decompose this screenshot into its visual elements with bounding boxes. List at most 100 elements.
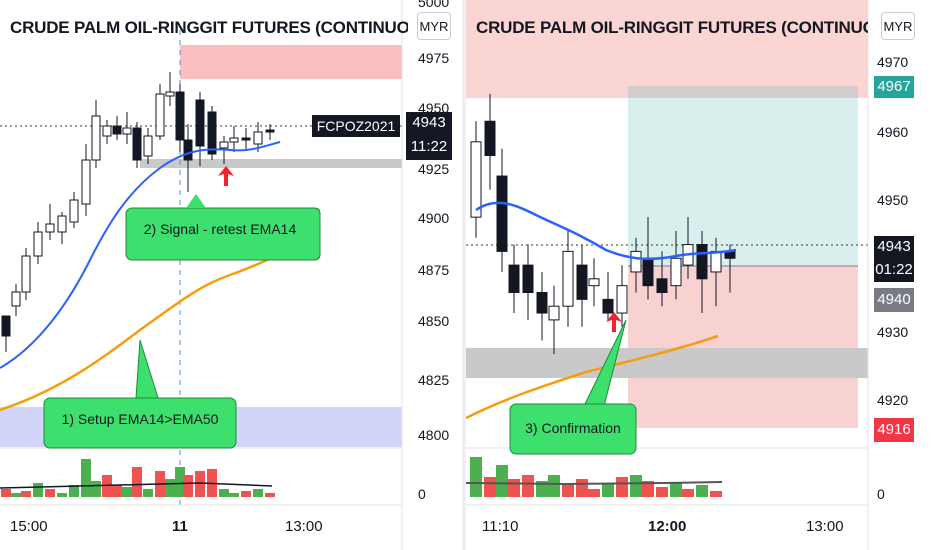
signal-callout-text: 2) Signal - retest EMA14 — [143, 221, 297, 237]
right-volume-bar — [602, 483, 614, 497]
left-volume-bar — [91, 481, 101, 497]
left-candle-body — [33, 231, 43, 257]
left-volume-bar — [175, 467, 185, 497]
right-candle-body — [522, 264, 534, 294]
right-volume-bar — [696, 485, 708, 497]
left-candle-body — [155, 93, 165, 137]
right-y-label-4960: 4960 — [877, 124, 909, 140]
right-x-label-1300: 13:00 — [806, 518, 844, 535]
left-y-label-4850: 4850 — [418, 313, 450, 329]
right-candle-body — [470, 141, 482, 218]
right-y-label-4930: 4930 — [877, 324, 909, 340]
left-candle-body — [69, 199, 79, 223]
support-zone — [140, 159, 402, 168]
right-volume-bar — [656, 487, 668, 497]
left-volume-bar — [21, 491, 31, 497]
right-volume-bar — [548, 475, 560, 497]
right-volume-bar — [670, 483, 682, 497]
confirmation-callout-text: 3) Confirmation — [525, 420, 621, 436]
left-chart-title: CRUDE PALM OIL-RINGGIT FUTURES (CONTINUO… — [10, 18, 408, 37]
left-y-label-4800: 4800 — [418, 427, 450, 443]
left-candle-body — [21, 255, 31, 293]
left-volume-bar — [57, 493, 67, 497]
right-candle-body — [576, 264, 588, 300]
left-chart-panel[interactable]: CRUDE PALM OIL-RINGGIT FUTURES (CONTINUO… — [0, 0, 462, 550]
right-candle-body — [484, 120, 496, 156]
right-volume-bar — [682, 489, 694, 497]
left-volume-bar — [265, 493, 275, 497]
left-candle-body — [175, 91, 185, 141]
right-resistance-zone — [466, 0, 868, 98]
right-volume-ma — [466, 481, 723, 486]
right-x-label-1200: 12:00 — [648, 518, 687, 535]
left-chart-canvas[interactable] — [0, 0, 462, 550]
left-candle-body — [241, 137, 251, 141]
symbol-tag: FCPOZ2021 — [312, 115, 400, 137]
right-candle-body — [508, 264, 520, 294]
left-volume-bar — [69, 485, 79, 497]
left-y-label-4900: 4900 — [418, 210, 450, 226]
left-x-label-11: 11 — [172, 518, 188, 535]
left-volume-bar — [122, 487, 132, 497]
right-y-label-4920: 4920 — [877, 392, 909, 408]
left-volume-bar — [195, 471, 205, 497]
left-volume-bar — [229, 493, 239, 497]
right-volume-bar — [710, 491, 722, 497]
left-candle-body — [183, 139, 193, 161]
right-volume-zero-label: 0 — [877, 486, 885, 502]
right-volume-bar — [536, 481, 548, 497]
left-candle-body — [81, 159, 91, 205]
left-y-label-5000: 5000 — [418, 0, 450, 10]
right-chart-panel[interactable]: CRUDE PALM OIL-RINGGIT FUTURES (CONTINUO… — [466, 0, 932, 550]
left-volume-zero-label: 0 — [418, 486, 426, 502]
right-volume-bar — [588, 489, 600, 497]
right-chart-canvas[interactable] — [466, 0, 932, 550]
right-volume-bar — [616, 477, 628, 497]
right-volume-bar — [470, 457, 482, 497]
right-ema50-line — [466, 334, 719, 420]
stop-zone — [628, 266, 858, 428]
right-candle-body — [670, 257, 682, 287]
left-currency-button[interactable]: MYR — [417, 12, 451, 40]
left-candle-body — [207, 111, 217, 155]
right-volume-bar — [576, 479, 588, 497]
left-candle-body — [102, 125, 112, 137]
right-volume-bar — [642, 481, 654, 497]
left-y-label-4875: 4875 — [418, 262, 450, 278]
left-candle-body — [195, 99, 205, 147]
left-volume-bar — [132, 467, 142, 497]
signal-callout-box — [125, 207, 321, 261]
right-ema14-line — [475, 201, 737, 261]
left-volume-bar — [241, 491, 251, 497]
left-y-label-4825: 4825 — [418, 372, 450, 388]
right-candle-body — [562, 250, 574, 307]
right-volume-bar — [522, 475, 534, 497]
left-x-label-1500: 15:00 — [10, 518, 48, 535]
right-x-label-1110: 11:10 — [482, 518, 519, 535]
signal-arrow — [218, 166, 234, 186]
right-countdown: 01:22 — [874, 258, 914, 282]
right-candle-body — [496, 175, 508, 252]
right-candle-body — [536, 292, 548, 314]
target-price-label: 4967 — [874, 76, 914, 98]
left-y-label-4975: 4975 — [418, 50, 450, 66]
left-volume-bar — [1, 489, 11, 497]
setup-callout-box — [43, 397, 237, 449]
left-candle-body — [132, 127, 142, 161]
confirmation-callout-box — [509, 403, 637, 455]
right-volume-bar — [508, 479, 520, 497]
setup-callout-text: 1) Setup EMA14>EMA50 — [61, 411, 219, 427]
left-candle-body — [45, 223, 55, 233]
left-volume-bar — [45, 489, 55, 497]
left-ema50-line — [0, 256, 273, 412]
left-volume-bar — [219, 489, 229, 497]
confirmation-arrow — [606, 312, 622, 332]
left-last-price: 4943 — [406, 112, 452, 134]
left-candle-body — [1, 315, 11, 337]
left-candle-body — [112, 125, 122, 135]
right-currency-button[interactable]: MYR — [881, 12, 915, 40]
left-candle-body — [165, 91, 175, 97]
left-volume-bar — [253, 489, 263, 497]
left-volume-bar — [33, 483, 43, 497]
left-x-label-1300: 13:00 — [285, 518, 323, 535]
